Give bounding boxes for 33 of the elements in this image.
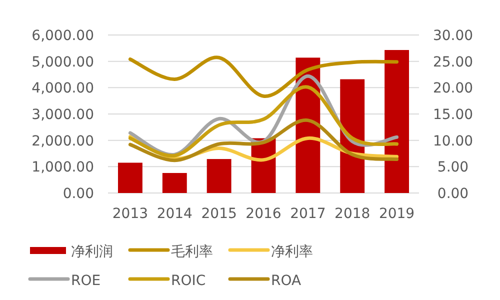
- legend-label: 净利润: [71, 244, 113, 260]
- y2-tick-label: 5.00: [437, 160, 469, 176]
- bar: [206, 159, 232, 193]
- bar: [118, 162, 142, 193]
- bar: [162, 172, 187, 193]
- y2-tick-label: 10.00: [432, 133, 474, 150]
- legend-label: ROIC: [171, 273, 206, 289]
- x-tick-label: 2014: [156, 206, 193, 222]
- y-tick-label: 5,000.00: [32, 54, 94, 70]
- line-series: [128, 118, 399, 162]
- y2-tick-label: 30.00: [432, 28, 474, 44]
- y-tick-label: 3,000.00: [32, 107, 94, 123]
- y2-tick-label: 15.00: [432, 107, 474, 123]
- y2-tick-label: 25.00: [432, 54, 474, 70]
- legend-label: 毛利率: [171, 244, 213, 260]
- x-tick-label: 2019: [378, 206, 415, 222]
- bar: [384, 50, 410, 193]
- y-tick-label: 6,000.00: [32, 28, 94, 44]
- x-tick-label: 2016: [246, 206, 282, 222]
- y2-tick-label: 20.00: [432, 80, 474, 97]
- y-tick-label: 1,000.00: [32, 160, 94, 176]
- legend-label: ROA: [271, 273, 302, 289]
- y-tick-label: 4,000.00: [32, 80, 94, 97]
- legend-label: 净利率: [271, 244, 313, 260]
- line-series: [128, 56, 399, 98]
- x-tick-label: 2015: [201, 206, 237, 222]
- x-tick-label: 2013: [112, 206, 148, 222]
- y2-tick-label: 0.00: [437, 186, 469, 202]
- y-tick-label: 2,000.00: [32, 133, 94, 150]
- x-tick-label: 2017: [290, 206, 326, 222]
- legend-label: ROE: [71, 273, 101, 289]
- y-tick-label: 0.00: [62, 186, 94, 202]
- x-tick-label: 2018: [334, 206, 370, 222]
